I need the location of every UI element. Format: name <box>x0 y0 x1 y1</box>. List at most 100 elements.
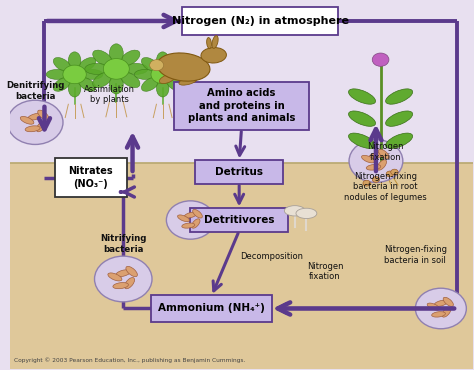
Ellipse shape <box>432 312 446 317</box>
FancyBboxPatch shape <box>190 208 288 232</box>
Text: Nitrogen-fixing
bacteria in soil: Nitrogen-fixing bacteria in soil <box>384 245 447 265</box>
Ellipse shape <box>36 121 46 132</box>
Circle shape <box>150 60 164 71</box>
Ellipse shape <box>157 53 210 81</box>
Ellipse shape <box>20 117 34 124</box>
Circle shape <box>63 65 86 84</box>
Ellipse shape <box>434 300 447 306</box>
Ellipse shape <box>134 70 156 80</box>
Ellipse shape <box>28 113 42 120</box>
Ellipse shape <box>85 63 109 74</box>
Ellipse shape <box>212 36 218 48</box>
Circle shape <box>166 201 215 239</box>
Text: Nitrogen
fixation: Nitrogen fixation <box>367 142 403 162</box>
Ellipse shape <box>125 278 135 289</box>
Ellipse shape <box>166 57 184 72</box>
Circle shape <box>391 169 398 175</box>
Ellipse shape <box>116 270 131 277</box>
Circle shape <box>349 139 403 182</box>
Ellipse shape <box>166 77 184 91</box>
Ellipse shape <box>201 47 227 63</box>
Ellipse shape <box>386 89 413 104</box>
Ellipse shape <box>184 212 197 218</box>
Ellipse shape <box>442 307 451 317</box>
Ellipse shape <box>126 266 137 277</box>
Ellipse shape <box>348 111 375 126</box>
Ellipse shape <box>120 72 140 88</box>
Ellipse shape <box>159 74 175 84</box>
Ellipse shape <box>109 75 123 94</box>
Ellipse shape <box>182 223 195 228</box>
Text: Copyright © 2003 Pearson Education, Inc., publishing as Benjamin Cummings.: Copyright © 2003 Pearson Education, Inc.… <box>14 357 246 363</box>
Ellipse shape <box>386 111 413 126</box>
Ellipse shape <box>156 80 169 97</box>
Ellipse shape <box>427 303 440 310</box>
Ellipse shape <box>377 160 386 170</box>
FancyBboxPatch shape <box>55 158 127 197</box>
Text: Assimilation
by plants: Assimilation by plants <box>84 85 135 104</box>
Ellipse shape <box>109 44 123 63</box>
FancyBboxPatch shape <box>195 160 283 184</box>
Ellipse shape <box>141 77 159 91</box>
Ellipse shape <box>369 152 383 159</box>
Ellipse shape <box>284 206 305 216</box>
Text: Nitrogen (N₂) in atmosphere: Nitrogen (N₂) in atmosphere <box>172 16 348 26</box>
Ellipse shape <box>366 164 381 170</box>
Ellipse shape <box>81 70 103 80</box>
Ellipse shape <box>78 57 96 72</box>
Ellipse shape <box>348 89 375 104</box>
Text: Decomposition: Decomposition <box>240 252 303 261</box>
Circle shape <box>94 256 152 302</box>
Ellipse shape <box>443 297 454 306</box>
Ellipse shape <box>179 77 198 85</box>
Ellipse shape <box>124 63 148 74</box>
Text: Nitrogen-fixing
bacteria in root
nodules of legumes: Nitrogen-fixing bacteria in root nodules… <box>344 172 427 202</box>
Ellipse shape <box>108 273 122 281</box>
Text: Denitrifying
bacteria: Denitrifying bacteria <box>6 81 64 101</box>
Ellipse shape <box>54 77 71 91</box>
Bar <box>9 163 474 369</box>
Circle shape <box>372 176 380 182</box>
Circle shape <box>103 58 129 79</box>
Text: Amino acids
and proteins in
plants and animals: Amino acids and proteins in plants and a… <box>188 88 295 123</box>
Ellipse shape <box>68 52 81 69</box>
Ellipse shape <box>78 77 96 91</box>
Circle shape <box>151 65 174 84</box>
Ellipse shape <box>192 209 202 218</box>
Text: Nitrogen
fixation: Nitrogen fixation <box>307 262 343 281</box>
Ellipse shape <box>141 57 159 72</box>
Circle shape <box>415 288 466 329</box>
Ellipse shape <box>120 50 140 66</box>
Ellipse shape <box>386 133 413 148</box>
Ellipse shape <box>156 52 169 69</box>
Ellipse shape <box>54 57 71 72</box>
Ellipse shape <box>378 149 389 159</box>
Circle shape <box>8 100 63 144</box>
Circle shape <box>386 171 393 177</box>
Ellipse shape <box>46 70 68 80</box>
Ellipse shape <box>93 50 112 66</box>
FancyBboxPatch shape <box>182 7 338 35</box>
Ellipse shape <box>296 208 317 219</box>
Text: Detritus: Detritus <box>215 167 263 177</box>
Ellipse shape <box>362 155 375 163</box>
FancyBboxPatch shape <box>151 295 272 322</box>
Ellipse shape <box>25 126 40 132</box>
Ellipse shape <box>178 215 190 222</box>
Text: Ammonium (NH₄⁺): Ammonium (NH₄⁺) <box>158 303 265 313</box>
Bar <box>9 1 474 163</box>
FancyBboxPatch shape <box>174 82 309 130</box>
Circle shape <box>363 180 370 186</box>
Ellipse shape <box>169 70 191 80</box>
Ellipse shape <box>38 110 49 120</box>
Circle shape <box>372 53 389 66</box>
Text: Nitrifying
bacteria: Nitrifying bacteria <box>100 234 146 254</box>
Text: Detritivores: Detritivores <box>204 215 274 225</box>
Ellipse shape <box>207 38 211 48</box>
Ellipse shape <box>348 133 375 148</box>
Text: Nitrates
(NO₃⁻): Nitrates (NO₃⁻) <box>69 166 113 189</box>
Ellipse shape <box>113 283 128 289</box>
Ellipse shape <box>93 72 112 88</box>
Ellipse shape <box>191 219 200 228</box>
Ellipse shape <box>68 80 81 97</box>
